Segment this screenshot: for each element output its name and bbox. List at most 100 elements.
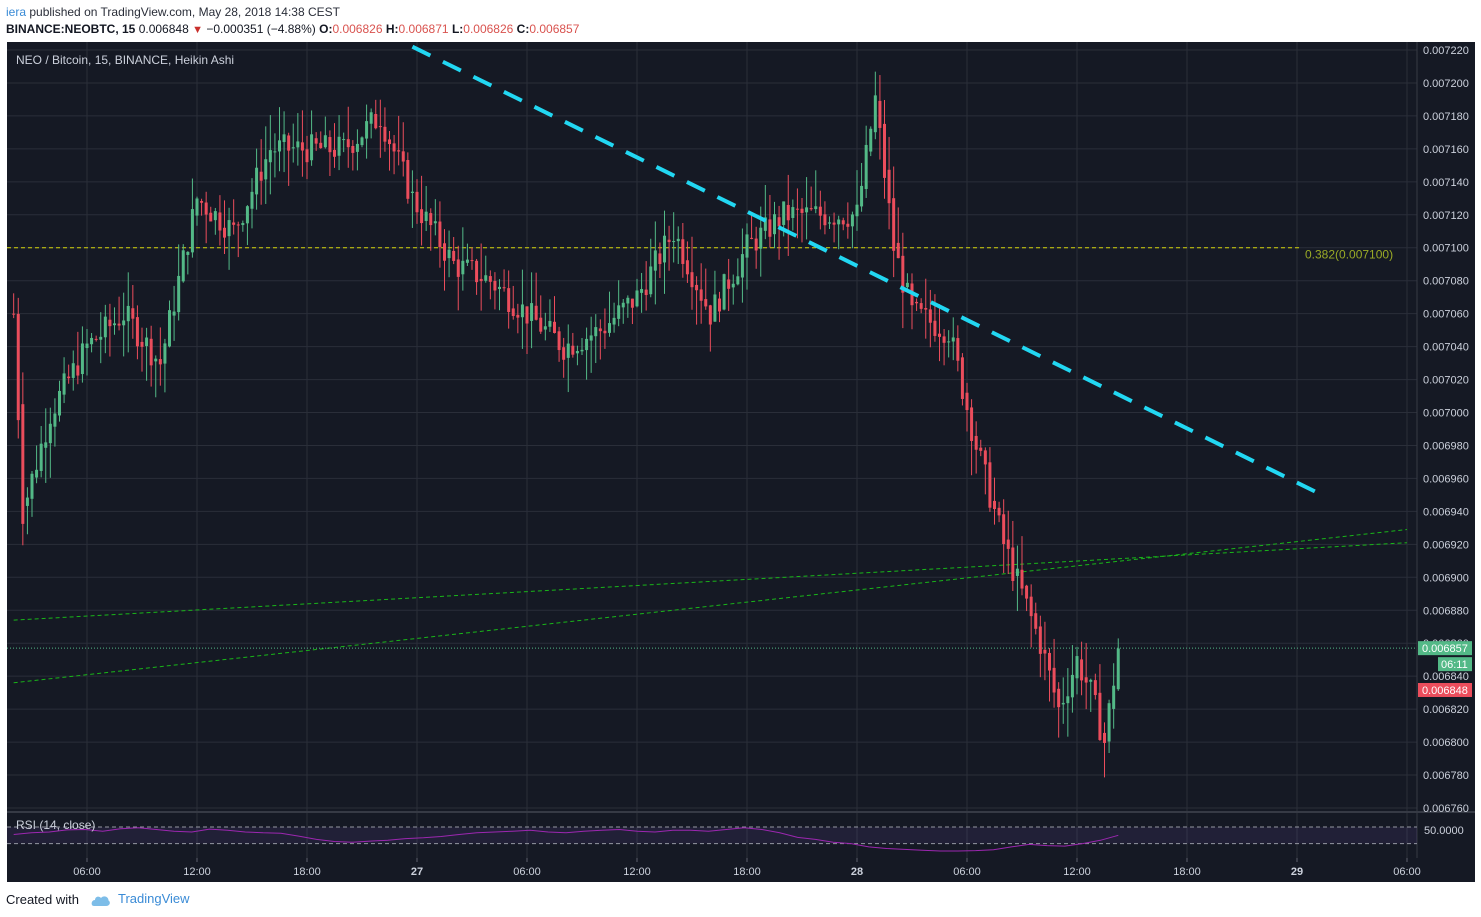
candle-body xyxy=(319,142,323,149)
candle-body xyxy=(328,137,332,153)
candle-body xyxy=(1015,568,1019,576)
price-tick-label: 0.006900 xyxy=(1423,572,1469,584)
fib-level-label: 0.382(0.007100) xyxy=(1305,248,1393,262)
candle-body xyxy=(814,206,818,210)
price-tick-label: 0.007100 xyxy=(1423,243,1469,255)
candle-body xyxy=(653,250,657,271)
candle-body xyxy=(369,112,373,124)
candle-body xyxy=(800,208,804,213)
candle-body xyxy=(993,500,996,510)
candle-body xyxy=(603,330,607,334)
candle-body xyxy=(621,302,625,308)
price-tick-label: 0.006820 xyxy=(1423,704,1469,716)
candle-body xyxy=(424,211,428,221)
footer: Created with TradingView xyxy=(0,882,1481,917)
candle-body xyxy=(502,287,506,289)
candle-body xyxy=(337,136,341,156)
candle-body xyxy=(48,423,52,444)
price-tick-label: 0.007080 xyxy=(1423,276,1469,288)
time-tick-label: 12:00 xyxy=(623,866,651,878)
rsi-label: RSI (14, close) xyxy=(16,818,95,832)
candle-body xyxy=(571,345,575,355)
rsi-tick-label: 50.0000 xyxy=(1424,825,1464,837)
candle-body xyxy=(768,219,772,237)
candle-body xyxy=(236,224,240,226)
candle-body xyxy=(630,298,634,308)
rsi-pane[interactable] xyxy=(7,812,1417,858)
candle-body xyxy=(658,253,662,265)
countdown-tag xyxy=(1438,657,1472,672)
candle-body xyxy=(539,317,543,332)
candle-body xyxy=(310,134,314,161)
candle-body xyxy=(145,337,149,347)
candle-body xyxy=(988,462,992,508)
candle-body xyxy=(1006,539,1010,549)
candle-body xyxy=(704,299,708,307)
price-tick-label: 0.007120 xyxy=(1423,210,1469,222)
candle-body xyxy=(99,336,103,340)
candle-body xyxy=(837,219,841,225)
candle-body xyxy=(90,337,94,345)
price-tick-label: 0.006780 xyxy=(1423,770,1469,782)
candle-body xyxy=(901,255,905,293)
candle-body xyxy=(860,185,864,207)
candle-body xyxy=(1116,648,1120,690)
candle-body xyxy=(942,336,946,343)
time-tick-label: 29 xyxy=(1291,866,1303,878)
candle-body xyxy=(181,250,185,282)
candle-body xyxy=(85,343,89,349)
price-tick-label: 0.006920 xyxy=(1423,539,1469,551)
time-axis[interactable] xyxy=(7,858,1475,882)
candle-body xyxy=(718,298,721,312)
ohlc-info: BINANCE:NEOBTC, 15 0.006848 ▼ −0.000351 … xyxy=(6,22,579,36)
candle-body xyxy=(566,343,570,358)
candle-body xyxy=(855,204,859,217)
tradingview-brand-link[interactable]: TradingView xyxy=(88,891,190,907)
candle-body xyxy=(190,209,194,253)
candle-body xyxy=(365,121,369,139)
candle-body xyxy=(892,198,896,251)
candle-body xyxy=(1002,514,1006,545)
candle-body xyxy=(154,358,158,362)
price-chart[interactable]: 0.382(0.007100) NEO / Bitcoin, 15, BINAN… xyxy=(0,42,1481,882)
close-value: 0.006857 xyxy=(529,22,580,36)
time-tick-label: 18:00 xyxy=(733,866,761,878)
candle-body xyxy=(438,221,442,248)
author-link[interactable]: iera xyxy=(6,5,27,19)
candle-body xyxy=(924,308,928,310)
candle-body xyxy=(53,413,57,427)
candle-body xyxy=(135,317,139,347)
candle-body xyxy=(415,191,419,213)
candle-body xyxy=(525,306,529,324)
last-price-label: 0.006848 xyxy=(138,22,189,36)
candle-body xyxy=(1080,659,1084,681)
candle-body xyxy=(635,290,639,307)
candle-body xyxy=(970,407,974,441)
candle-body xyxy=(456,259,460,277)
candle-body xyxy=(25,497,29,506)
candle-body xyxy=(805,207,809,213)
candle-body xyxy=(195,198,199,216)
candle-body xyxy=(846,223,850,227)
candle-body xyxy=(543,326,547,330)
candle-body xyxy=(388,139,391,145)
candle-body xyxy=(864,144,868,189)
candle-body xyxy=(1025,585,1029,599)
candle-body xyxy=(108,319,112,327)
price-axis[interactable] xyxy=(1417,42,1475,858)
candle-body xyxy=(516,314,520,318)
candle-body xyxy=(896,242,900,259)
candle-body xyxy=(1103,732,1106,743)
candle-body xyxy=(960,357,964,399)
price-tick-label: 0.006800 xyxy=(1423,737,1469,749)
price-tick-label: 0.007200 xyxy=(1423,78,1469,90)
candle-body xyxy=(475,260,479,283)
candle-body xyxy=(915,301,919,304)
candle-body xyxy=(727,279,731,289)
candle-body xyxy=(782,201,786,225)
candle-body xyxy=(300,142,304,151)
candle-body xyxy=(791,207,795,218)
candle-body xyxy=(672,241,676,243)
main-pane[interactable] xyxy=(7,42,1417,812)
candle-body xyxy=(177,275,181,313)
